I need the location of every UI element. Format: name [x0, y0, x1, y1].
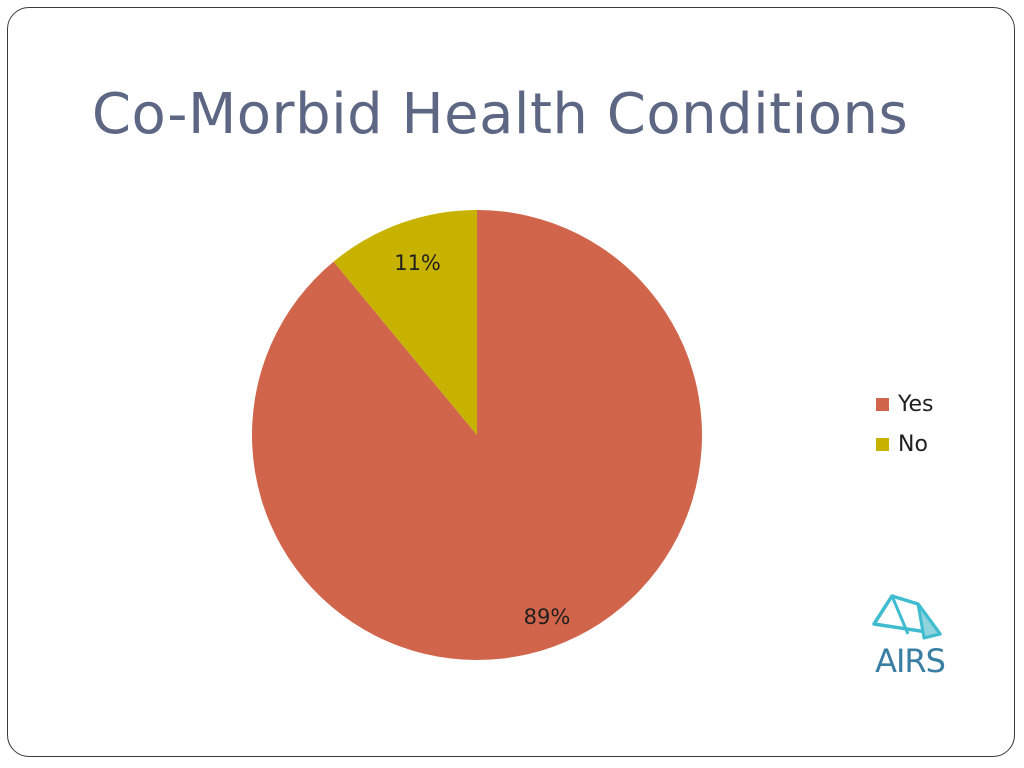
legend-item-yes: Yes [876, 384, 934, 424]
data-label-yes: 89% [524, 605, 571, 629]
pie-slice-yes [251, 210, 703, 661]
chart-legend: Yes No [876, 384, 934, 464]
pie-slice-no [333, 210, 477, 435]
data-label-no: 11% [394, 251, 441, 275]
legend-label-yes: Yes [898, 391, 934, 417]
page-title: Co-Morbid Health Conditions [91, 82, 909, 147]
legend-item-no: No [876, 424, 934, 464]
airs-logo: AIRS [862, 590, 958, 680]
legend-swatch-yes [876, 397, 889, 411]
airs-logo-text: AIRS [875, 642, 946, 680]
legend-swatch-no [876, 437, 889, 451]
legend-label-no: No [898, 431, 928, 457]
airs-tent-logo-icon [872, 594, 942, 640]
